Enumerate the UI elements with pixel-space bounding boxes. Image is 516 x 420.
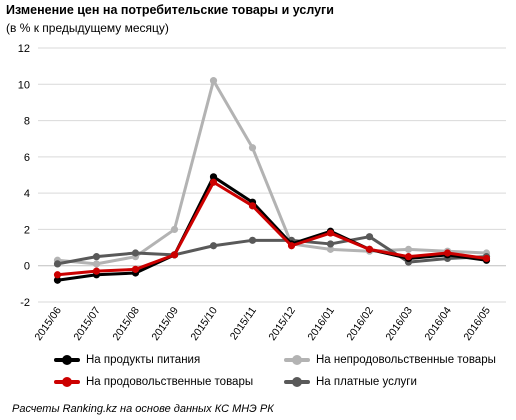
y-tick-label: 0 (24, 261, 30, 273)
data-point (209, 242, 218, 250)
data-point (248, 202, 257, 210)
x-tick-label: 2016/01 (305, 305, 337, 343)
y-tick-label: 12 (18, 43, 30, 55)
data-point (365, 233, 374, 241)
y-tick-label: 2 (24, 224, 30, 236)
x-axis-ticks: 2015/06 2015/07 2015/08 2015/09 2015/10 2015/… (32, 305, 493, 343)
x-tick-label: 2016/04 (422, 305, 454, 343)
series-line (56, 79, 488, 266)
data-point (53, 260, 62, 268)
legend-label-foodgoods: На продовольственные товары (86, 376, 254, 388)
x-tick-label: 2015/06 (32, 305, 64, 343)
data-point (248, 236, 257, 244)
data-point (482, 254, 491, 263)
series-3 (53, 178, 491, 279)
x-tick-label: 2015/10 (188, 305, 220, 343)
series-lines (53, 77, 491, 284)
data-point (53, 276, 62, 284)
data-point (53, 271, 62, 279)
x-tick-label: 2015/12 (266, 305, 298, 343)
data-point (209, 178, 218, 186)
legend-swatch-food (54, 355, 80, 365)
x-tick-label: 2015/08 (110, 305, 142, 343)
source-note: Расчеты Ranking.kz на основе данных КС М… (12, 403, 274, 415)
data-point (170, 225, 179, 234)
y-tick-label: -2 (20, 297, 30, 309)
data-point (92, 253, 101, 261)
y-tick-label: 10 (18, 79, 30, 91)
grid-lines (38, 47, 506, 303)
data-point (248, 144, 257, 152)
series-line (56, 235, 488, 266)
y-axis-ticks: -2 0 2 4 6 8 10 12 (18, 43, 30, 309)
legend-item-food: На продукты питания (54, 354, 200, 366)
data-point (326, 229, 335, 237)
data-point (365, 245, 374, 253)
y-tick-label: 8 (24, 116, 30, 128)
y-tick-label: 4 (24, 188, 30, 200)
x-tick-label: 2015/07 (71, 305, 103, 343)
data-point (131, 265, 140, 273)
data-point (287, 242, 296, 250)
series-line (56, 180, 488, 277)
legend-label-services: На платные услуги (316, 376, 417, 388)
chart-subtitle: (в % к предыдущему месяцу) (6, 21, 169, 35)
x-tick-label: 2016/05 (461, 305, 493, 343)
data-point (92, 260, 101, 268)
legend-label-nonfood: На непродовольственные товары (316, 354, 496, 366)
data-point (443, 249, 452, 257)
series-line (56, 175, 488, 282)
x-tick-label: 2016/02 (344, 305, 376, 343)
legend-swatch-foodgoods (54, 377, 80, 387)
series-2 (53, 173, 491, 284)
legend-item-foodgoods: На продовольственные товары (54, 376, 253, 388)
data-point (92, 267, 101, 275)
y-tick-label: 6 (24, 152, 30, 164)
line-chart: -2 0 2 4 6 8 10 12 2015/06 2015/07 2015/08 2015/09… (18, 43, 506, 343)
data-point (326, 240, 335, 248)
data-point (404, 245, 413, 253)
data-point (404, 253, 413, 261)
legend-label-food: На продукты питания (86, 354, 201, 366)
data-point (170, 251, 179, 259)
x-tick-label: 2015/11 (228, 305, 259, 342)
legend-item-nonfood: На непродовольственные товары (284, 354, 496, 366)
chart-title: Изменение цен на потребительские товары … (6, 3, 334, 17)
data-point (209, 173, 218, 181)
legend-item-services: На платные услуги (284, 376, 417, 388)
data-point (209, 77, 218, 85)
x-tick-label: 2016/03 (383, 305, 415, 343)
data-point (131, 249, 140, 257)
x-tick-label: 2015/09 (149, 305, 181, 343)
legend-swatch-services (284, 377, 310, 387)
legend-swatch-nonfood (284, 355, 310, 365)
data-point (326, 245, 335, 253)
